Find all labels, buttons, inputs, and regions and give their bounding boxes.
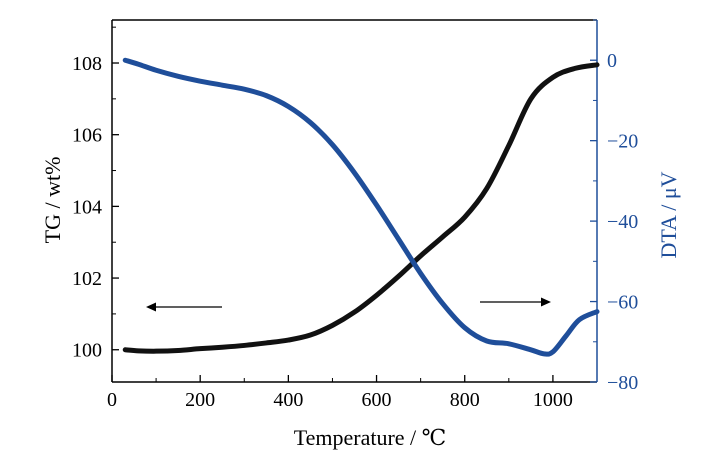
y-left-tick-label: 108	[72, 53, 102, 75]
x-tick-label: 400	[273, 389, 303, 411]
dta-series-line	[122, 57, 600, 357]
x-tick-label: 600	[362, 389, 392, 411]
y-right-tick-label: −40	[607, 211, 638, 233]
y-left-tick-label: 106	[72, 125, 102, 147]
y-right-ticks: 0 −20 −40 −60 −80	[590, 19, 638, 394]
annotation-arrows	[146, 297, 551, 312]
y-right-axis-title: DTA / μV	[656, 171, 681, 258]
series-layer	[122, 57, 600, 357]
x-tick-label: 0	[107, 389, 117, 411]
y-left-tick-label: 102	[72, 268, 102, 290]
plot-frame	[111, 19, 598, 383]
y-right-tick-label: −80	[607, 372, 638, 394]
tg-series-line	[122, 62, 600, 354]
x-tick-label: 200	[185, 389, 215, 411]
x-tick-label: 800	[450, 389, 480, 411]
y-left-tick-label: 100	[72, 340, 102, 362]
y-right-tick-label: 0	[607, 50, 617, 72]
y-left-ticks: 100 102 104 106 108	[72, 26, 119, 362]
y-right-tick-label: −60	[607, 292, 638, 314]
x-tick-label: 1000	[533, 389, 573, 411]
y-left-tick-label: 104	[72, 196, 102, 218]
y-right-tick-label: −20	[607, 131, 638, 153]
dta-arrow-right	[480, 297, 551, 307]
y-left-axis-title: TG / wt%	[40, 157, 65, 244]
x-axis-title: Temperature / ℃	[294, 425, 447, 450]
tg-arrow-left	[146, 302, 222, 312]
x-ticks: 0 200 400 600 800 1000	[107, 375, 573, 411]
